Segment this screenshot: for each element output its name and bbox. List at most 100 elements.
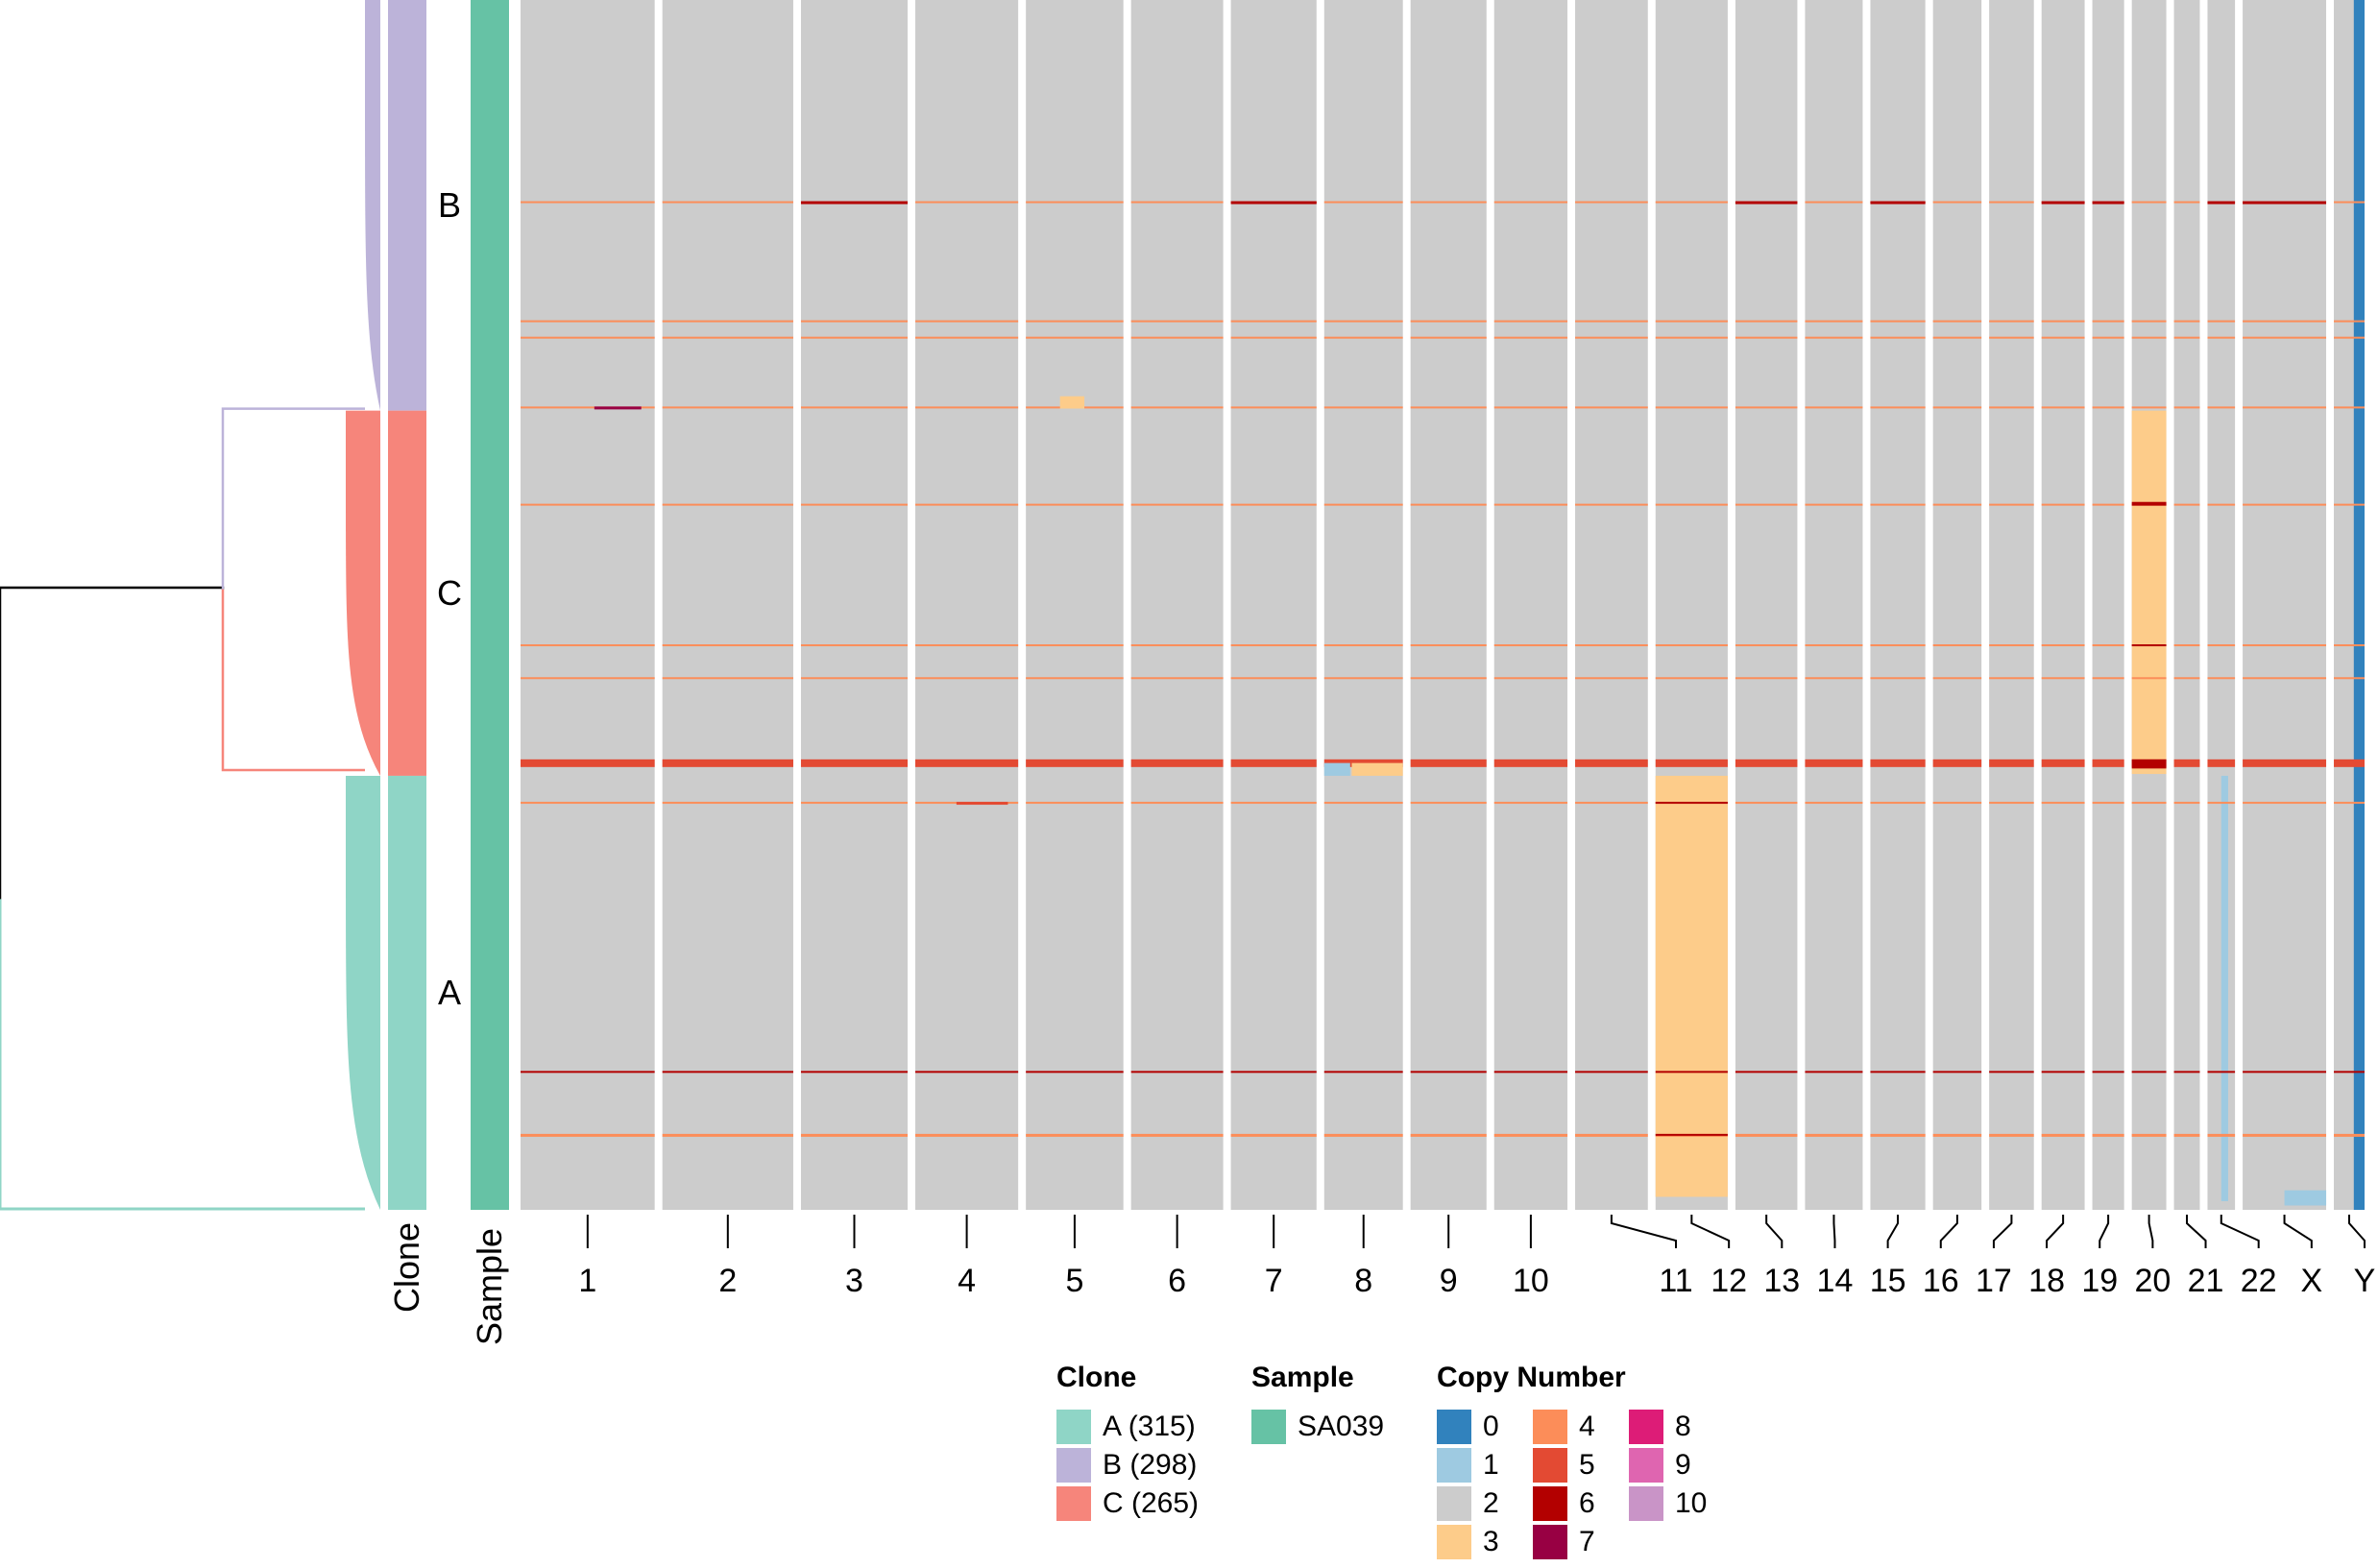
outlier-cell-c2-chr22 <box>2207 644 2236 647</box>
outlier-cell-c3-chr18 <box>2041 677 2085 680</box>
copy-number-legend-item-3: 3 <box>1437 1523 1533 1561</box>
event-c-chr20-amp2 <box>2131 644 2167 647</box>
outlier-cell-b4-chr3 <box>800 406 909 409</box>
outlier-cell-a3-chr18 <box>2041 1133 2085 1137</box>
chromosome-column-6 <box>1130 0 1224 1210</box>
chromosome-column-17 <box>1989 0 2034 1210</box>
outlier-cell-c1-chr3 <box>800 503 909 506</box>
accent-b-chrX <box>2243 201 2327 205</box>
copy-number-legend-item-4: 4 <box>1533 1408 1629 1446</box>
outlier-cell-a1-chr22 <box>2207 802 2236 805</box>
axis-tick-chr19 <box>2099 1215 2110 1248</box>
outlier-cell-a2-chr5 <box>1026 1071 1124 1073</box>
outlier-cell-c1-chrX <box>2243 503 2327 506</box>
copy-number-label-4: 4 <box>1579 1411 1595 1442</box>
axis-tick-chrY <box>2348 1215 2366 1248</box>
event-c-chr20-amp3 <box>2131 759 2167 769</box>
outlier-cell-c4-chr4 <box>915 759 1019 767</box>
outlier-cell-c2-chrY <box>2334 644 2365 647</box>
outlier-cell-b1-chr2 <box>662 201 793 204</box>
outlier-cell-b4-chr13 <box>1735 406 1798 409</box>
axis-label-chrX: X <box>2301 1263 2323 1299</box>
outlier-cell-c2-chr19 <box>2092 644 2124 647</box>
clone-annotation-bar: B C A Clone <box>387 0 462 1313</box>
outlier-cell-a1-chr6 <box>1130 802 1224 805</box>
axis-label-chr20: 20 <box>2134 1263 2171 1299</box>
clone-c-swatch <box>1056 1486 1091 1521</box>
outlier-cell-b2-chr22 <box>2207 320 2236 323</box>
outlier-cell-c2-chr1 <box>521 644 655 647</box>
clone-label-c: C <box>437 573 462 613</box>
accent-b-chr7 <box>1230 201 1317 205</box>
outlier-cell-c4-chr9 <box>1410 759 1487 767</box>
outlier-cell-c4-chr10 <box>1493 759 1568 767</box>
outlier-cell-b4-chr11 <box>1575 406 1648 409</box>
outlier-cell-b3-chr19 <box>2092 336 2124 339</box>
outlier-cell-a2-chr15 <box>1870 1071 1926 1073</box>
sample-legend: Sample SA039 <box>1251 1362 1384 1446</box>
outlier-cell-b4-chr10 <box>1493 406 1568 409</box>
copy-number-legend-item-1: 1 <box>1437 1446 1533 1484</box>
clone-c-label: C (265) <box>1103 1487 1200 1519</box>
outlier-cell-b2-chr3 <box>800 320 909 323</box>
outlier-cell-b2-chr7 <box>1230 320 1317 323</box>
outlier-cell-b2-chr17 <box>1989 320 2034 323</box>
accent-b-chr18 <box>2041 201 2085 205</box>
axis-label-chr10: 10 <box>1513 1263 1549 1299</box>
outlier-cell-b3-chr21 <box>2173 336 2200 339</box>
event-c-chr8-gain <box>1351 762 1403 776</box>
axis-label-chr13: 13 <box>1763 1263 1800 1299</box>
outlier-cell-b2-chrY <box>2334 320 2365 323</box>
outlier-cell-b2-chr10 <box>1493 320 1568 323</box>
copy-number-legend-item-10: 10 <box>1629 1484 1725 1523</box>
outlier-cell-c2-chr12 <box>1655 644 1728 647</box>
chromosome-column-9 <box>1410 0 1487 1210</box>
phylogenetic-tree <box>0 0 380 1211</box>
outlier-cell-a2-chr7 <box>1230 1071 1317 1073</box>
outlier-cell-b4-chrX <box>2243 406 2327 409</box>
outlier-cell-a1-chr3 <box>800 802 909 805</box>
copy-number-swatch-3 <box>1437 1525 1471 1559</box>
outlier-cell-a2-chr6 <box>1130 1071 1224 1073</box>
copy-number-legend-title: Copy Number <box>1437 1362 1626 1393</box>
chromosome-column-21 <box>2173 0 2200 1210</box>
copy-number-label-2: 2 <box>1483 1487 1499 1519</box>
outlier-cell-a1-chr1 <box>521 802 655 805</box>
outlier-cell-c3-chr19 <box>2092 677 2124 680</box>
outlier-cell-b3-chr22 <box>2207 336 2236 339</box>
accent-b-chr13 <box>1735 201 1798 205</box>
outlier-cell-c2-chr15 <box>1870 644 1926 647</box>
event-a-chr22-loss <box>2220 775 2228 1201</box>
outlier-cell-a1-chr13 <box>1735 802 1798 805</box>
outlier-cell-a2-chr18 <box>2041 1071 2085 1073</box>
outlier-cell-b1-chrY <box>2334 201 2365 204</box>
outlier-cell-c3-chr12 <box>1655 677 1728 680</box>
accent-b-chr19 <box>2092 201 2124 205</box>
chromosome-column-14 <box>1805 0 1863 1210</box>
axis-tick-chr20 <box>2147 1215 2154 1248</box>
outlier-cell-c3-chr9 <box>1410 677 1487 680</box>
chromosome-column-X <box>2243 0 2327 1210</box>
outlier-cell-b3-chr9 <box>1410 336 1487 339</box>
copy-number-label-0: 0 <box>1483 1411 1499 1442</box>
outlier-cell-a3-chr5 <box>1026 1133 1124 1137</box>
outlier-cell-c1-chr10 <box>1493 503 1568 506</box>
outlier-cell-b2-chr4 <box>915 320 1019 323</box>
outlier-cell-a1-chr19 <box>2092 802 2124 805</box>
outlier-cell-a3-chr8 <box>1323 1133 1403 1137</box>
tree-leaves-c <box>346 410 380 776</box>
outlier-cell-c4-chrY <box>2334 759 2365 767</box>
outlier-cell-c3-chr13 <box>1735 677 1798 680</box>
outlier-cell-b3-chr10 <box>1493 336 1568 339</box>
sample-swatch <box>1251 1410 1286 1444</box>
axis-tick-chr11 <box>1610 1215 1677 1248</box>
outlier-cell-b4-chr9 <box>1410 406 1487 409</box>
outlier-cell-c3-chr1 <box>521 677 655 680</box>
clone-bar-b <box>388 0 426 411</box>
outlier-cell-c4-chr14 <box>1805 759 1863 767</box>
outlier-cell-a1-chr14 <box>1805 802 1863 805</box>
outlier-cell-c2-chr10 <box>1493 644 1568 647</box>
outlier-cell-c1-chr4 <box>915 503 1019 506</box>
axis-label-chr8: 8 <box>1354 1263 1372 1299</box>
outlier-cell-b4-chr17 <box>1989 406 2034 409</box>
